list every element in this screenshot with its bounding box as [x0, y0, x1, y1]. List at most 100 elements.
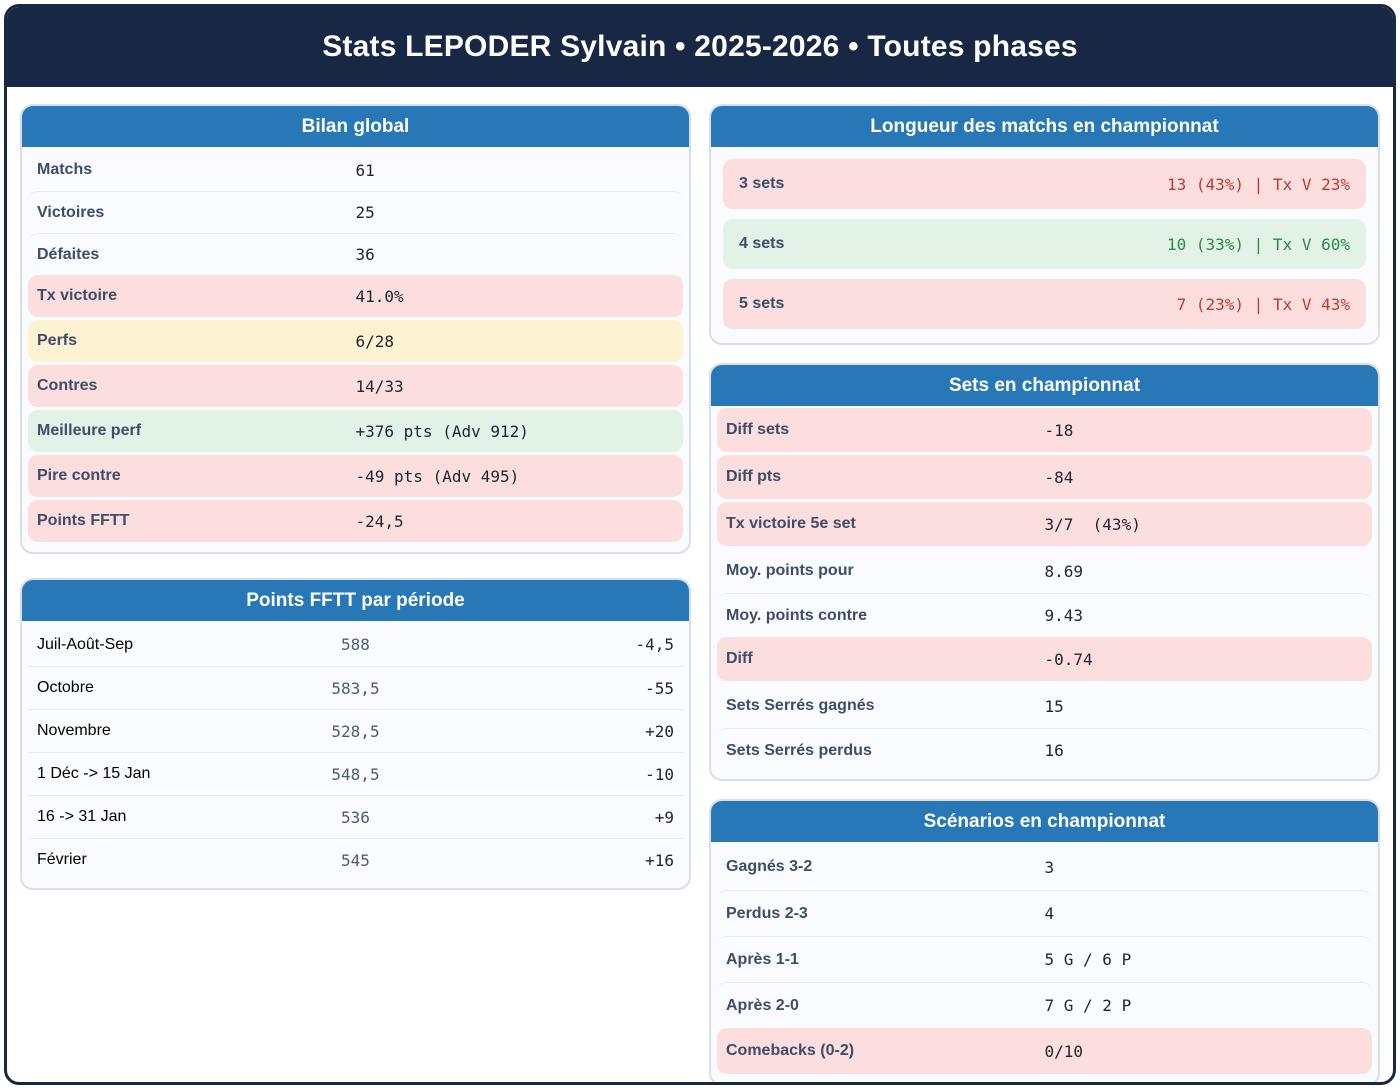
card-title: Sets en championnat [711, 365, 1378, 406]
length-value: 10 (33%) | Tx V 60% [1166, 234, 1350, 254]
length-value: 13 (43%) | Tx V 23% [1166, 174, 1350, 194]
row-label: Défaites [37, 245, 100, 263]
stat-row: Pire contre -49 pts (Adv 495) [28, 455, 683, 497]
row-value: 41.0% [355, 286, 404, 306]
row-label: Contres [37, 377, 98, 394]
row-label: Moy. points contre [726, 606, 868, 624]
stat-row: Sets Serrés gagnés 15 [717, 684, 1372, 728]
row-label: Sets Serrés perdus [726, 741, 872, 759]
period-points: 545 [341, 850, 370, 870]
stat-row: Après 1-1 5 G / 6 P [717, 936, 1372, 982]
page-title: Stats LEPODER Sylvain • 2025-2026 • Tout… [322, 30, 1078, 63]
page-header: Stats LEPODER Sylvain • 2025-2026 • Tout… [7, 7, 1393, 87]
period-row: 16 -> 31 Jan 536 +9 [28, 795, 683, 838]
row-value: +376 pts (Adv 912) [355, 421, 529, 441]
row-value: 15 [1044, 696, 1064, 716]
row-value: -49 pts (Adv 495) [355, 466, 520, 486]
card-title: Points FFTT par période [22, 580, 689, 621]
period-rows: Juil-Août-Sep 588 -4,5 Octobre 583,5 -55… [22, 621, 689, 888]
row-value: 36 [355, 245, 375, 264]
stat-row: Comebacks (0-2) 0/10 [717, 1028, 1372, 1074]
row-label: Sets Serrés gagnés [726, 697, 875, 714]
row-label: Points FFTT [37, 512, 130, 529]
row-label: Moy. points pour [726, 562, 854, 579]
card-points-fftt-periode: Points FFTT par période Juil-Août-Sep 58… [20, 578, 691, 890]
length-row: 5 sets 7 (23%) | Tx V 43% [723, 279, 1366, 329]
row-value: 6/28 [355, 331, 395, 351]
period-row: Juil-Août-Sep 588 -4,5 [28, 623, 683, 666]
stat-row: Diff pts -84 [717, 455, 1372, 499]
card-sets-championnat: Sets en championnat Diff sets -18 Diff p… [709, 363, 1380, 781]
period-row: Février 545 +16 [28, 838, 683, 881]
stat-row: Diff sets -18 [717, 408, 1372, 452]
period-row: 1 Déc -> 15 Jan 548,5 -10 [28, 752, 683, 795]
left-column: Bilan global Matchs 61 Victoires 25 Défa… [20, 104, 691, 914]
stat-row: Gagnés 3-2 3 [717, 844, 1372, 890]
row-label: Après 2-0 [726, 996, 799, 1014]
period-row: Novembre 528,5 +20 [28, 709, 683, 752]
period-delta: +16 [645, 850, 674, 870]
card-title: Scénarios en championnat [711, 801, 1378, 842]
card-title: Longueur des matchs en championnat [711, 106, 1378, 147]
stat-row: Tx victoire 41.0% [28, 275, 683, 317]
stat-row: Perfs 6/28 [28, 320, 683, 362]
stat-row: Matchs 61 [28, 149, 683, 191]
stat-row: Moy. points pour 8.69 [717, 549, 1372, 593]
stat-row: Perdus 2-3 4 [717, 890, 1372, 936]
period-points: 583,5 [331, 678, 380, 698]
sets-rows: Diff sets -18 Diff pts -84 Tx victoire 5… [711, 406, 1378, 779]
stat-row: Meilleure perf +376 pts (Adv 912) [28, 410, 683, 452]
row-value: 3/7 (43%) [1044, 514, 1141, 534]
row-label: Victoires [37, 203, 105, 221]
period-label: 16 -> 31 Jan [37, 808, 127, 825]
length-label: 3 sets [739, 175, 785, 192]
length-label: 5 sets [739, 295, 785, 312]
content-area: Bilan global Matchs 61 Victoires 25 Défa… [7, 87, 1393, 1082]
row-label: Diff [726, 650, 753, 667]
scenario-rows: Gagnés 3-2 3 Perdus 2-3 4 Après 1-1 5 G … [711, 842, 1378, 1082]
period-delta: -4,5 [635, 635, 674, 654]
period-label: 1 Déc -> 15 Jan [37, 765, 151, 782]
row-label: Matchs [37, 161, 93, 178]
period-points: 588 [341, 635, 370, 654]
stat-row: Points FFTT -24,5 [28, 500, 683, 542]
stat-row: Sets Serrés perdus 16 [717, 728, 1372, 772]
row-value: -84 [1044, 467, 1074, 487]
period-row: Octobre 583,5 -55 [28, 666, 683, 709]
card-scenarios-championnat: Scénarios en championnat Gagnés 3-2 3 Pe… [709, 799, 1380, 1082]
row-label: Perfs [37, 332, 78, 349]
period-label: Février [37, 851, 87, 868]
period-points: 528,5 [331, 721, 380, 741]
right-column: Longueur des matchs en championnat 3 set… [709, 104, 1380, 1082]
period-label: Novembre [37, 722, 111, 739]
row-value: -0.74 [1044, 649, 1093, 669]
row-label: Tx victoire [37, 287, 118, 304]
row-value: 61 [355, 160, 375, 180]
stat-row: Défaites 36 [28, 233, 683, 275]
row-label: Diff pts [726, 468, 782, 485]
length-row: 3 sets 13 (43%) | Tx V 23% [723, 159, 1366, 209]
card-longueur-matchs: Longueur des matchs en championnat 3 set… [709, 104, 1380, 345]
row-label: Perdus 2-3 [726, 904, 808, 922]
stat-row: Après 2-0 7 G / 2 P [717, 982, 1372, 1028]
row-label: Après 1-1 [726, 950, 799, 968]
row-label: Pire contre [37, 467, 121, 484]
row-value: 25 [355, 203, 375, 222]
length-value: 7 (23%) | Tx V 43% [1176, 294, 1350, 314]
row-value: 8.69 [1044, 561, 1084, 581]
stat-row: Diff -0.74 [717, 637, 1372, 681]
row-label: Tx victoire 5e set [726, 515, 856, 532]
period-delta: -10 [645, 764, 674, 784]
card-title: Bilan global [22, 106, 689, 147]
row-label: Comebacks (0-2) [726, 1042, 855, 1059]
card-bilan-global: Bilan global Matchs 61 Victoires 25 Défa… [20, 104, 691, 554]
page-frame: Stats LEPODER Sylvain • 2025-2026 • Tout… [4, 4, 1396, 1085]
stat-row: Victoires 25 [28, 191, 683, 233]
row-value: 16 [1044, 741, 1064, 760]
bilan-rows: Matchs 61 Victoires 25 Défaites 36 Tx vi… [22, 147, 689, 552]
row-value: 9.43 [1044, 606, 1084, 625]
stat-row: Tx victoire 5e set 3/7 (43%) [717, 502, 1372, 546]
length-label: 4 sets [739, 235, 785, 252]
row-label: Gagnés 3-2 [726, 858, 813, 875]
row-label: Diff sets [726, 421, 790, 438]
